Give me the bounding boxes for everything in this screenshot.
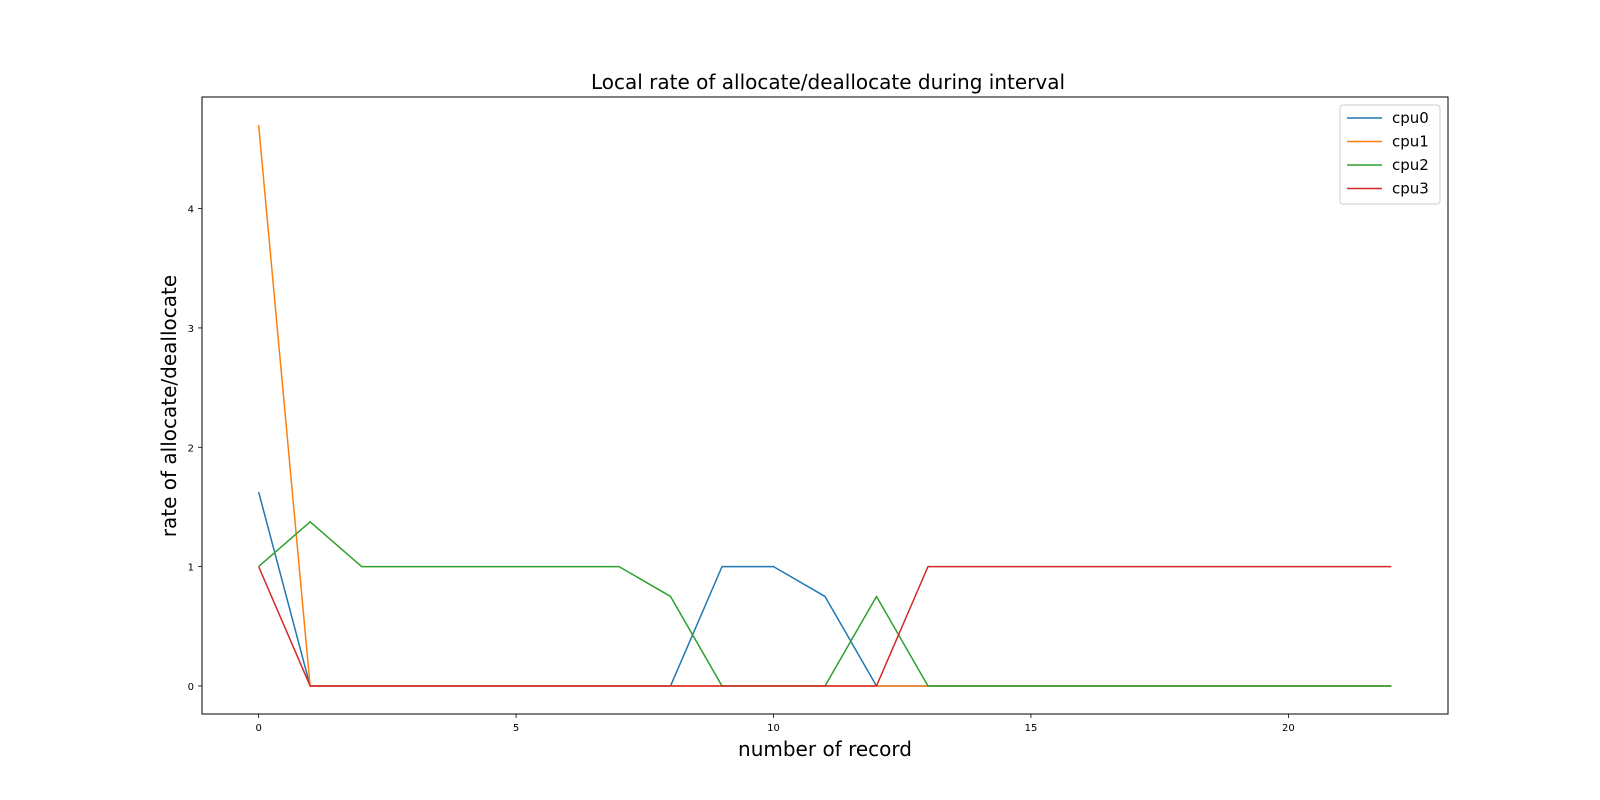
series-line-cpu3 bbox=[257, 565, 1392, 687]
legend-label-cpu2: cpu2 bbox=[1392, 156, 1429, 174]
legend-frame bbox=[1339, 104, 1441, 205]
plot-frame bbox=[201, 96, 1449, 715]
legend-label-cpu3: cpu3 bbox=[1392, 180, 1429, 198]
legend-label-cpu0: cpu0 bbox=[1392, 109, 1429, 127]
x-tick-label: 5 bbox=[513, 723, 519, 734]
x-axis: 0 5 10 15 20 bbox=[255, 714, 1295, 734]
x-tick-label: 15 bbox=[1025, 723, 1038, 734]
legend-label-cpu1: cpu1 bbox=[1392, 133, 1429, 151]
x-axis-label: number of record bbox=[738, 737, 912, 761]
y-tick-label: 3 bbox=[188, 324, 194, 335]
y-tick-label: 1 bbox=[188, 563, 194, 574]
x-tick-label: 0 bbox=[255, 723, 261, 734]
y-tick-label: 4 bbox=[188, 205, 194, 216]
chart-title: Local rate of allocate/deallocate during… bbox=[591, 70, 1065, 94]
y-tick-label: 2 bbox=[188, 443, 194, 454]
y-tick-label: 0 bbox=[188, 682, 194, 693]
y-axis: 0 1 2 3 4 bbox=[188, 205, 202, 693]
series-layer bbox=[257, 124, 1392, 687]
y-axis-label: rate of allocate/deallocate bbox=[157, 275, 181, 537]
x-tick-label: 20 bbox=[1282, 723, 1295, 734]
legend: cpu0 cpu1 cpu2 cpu3 bbox=[1339, 104, 1441, 205]
x-tick-label: 10 bbox=[767, 723, 780, 734]
